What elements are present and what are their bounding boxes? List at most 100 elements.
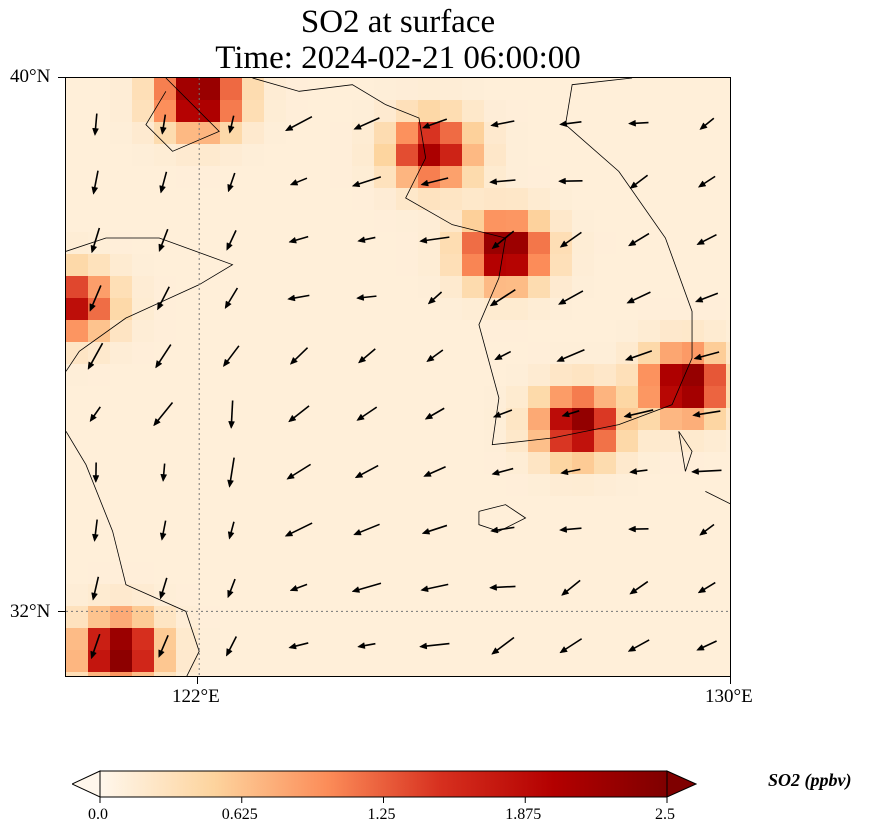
so2-cell [638,210,661,233]
so2-cell [110,100,133,123]
so2-cell [198,518,221,541]
so2-cell [484,386,507,409]
so2-cell [396,496,419,519]
colorbar-label: SO2 (ppbv) [768,770,852,790]
so2-cell [572,144,595,167]
so2-cell [484,210,507,233]
so2-cell [352,276,375,299]
so2-cell [110,628,133,651]
so2-cell [704,474,727,497]
so2-cell [594,78,617,101]
so2-cell [550,474,573,497]
so2-cell [682,386,705,409]
so2-cell [286,144,309,167]
so2-cell [88,364,111,387]
so2-cell [528,232,551,255]
so2-cell [616,210,639,233]
so2-cell [528,166,551,189]
so2-cell [110,144,133,167]
so2-cell [286,540,309,563]
so2-cell [594,342,617,365]
so2-cell [682,210,705,233]
so2-cell [286,364,309,387]
so2-cell [638,232,661,255]
so2-cell [198,232,221,255]
so2-cell [440,276,463,299]
so2-cell [440,254,463,277]
so2-cell [682,606,705,629]
so2-cell [286,518,309,541]
so2-cell [242,386,265,409]
wind-arrow [696,640,717,651]
so2-cell [330,408,353,431]
so2-cell [330,628,353,651]
so2-cell [726,496,730,519]
wind-arrow [227,172,236,193]
so2-cell [440,650,463,673]
so2-cell [198,188,221,211]
so2-cell [66,188,89,211]
so2-cell [396,342,419,365]
so2-cell [308,342,331,365]
so2-cell [396,474,419,497]
so2-cell [330,122,353,145]
so2-cell [638,298,661,321]
so2-cell [176,540,199,563]
so2-cell [462,562,485,585]
so2-cell [66,276,89,299]
so2-cell [66,254,89,277]
wind-arrow [627,525,649,533]
so2-cell [572,606,595,629]
so2-cell [396,254,419,277]
so2-cell [726,298,730,321]
so2-cell [198,474,221,497]
so2-cell [594,606,617,629]
wind-arrow [559,231,582,248]
chart-title-line2: Time: 2024-02-21 06:00:00 [215,40,581,76]
so2-cell [286,210,309,233]
so2-cell [660,254,683,277]
so2-cell [242,650,265,673]
wind-arrow [357,348,376,364]
lon-tickmark [730,677,731,684]
so2-cell [176,342,199,365]
so2-cell [682,562,705,585]
so2-cell [286,100,309,123]
so2-cell [132,254,155,277]
so2-cell [528,496,551,519]
so2-cell [242,78,265,101]
so2-cell [308,320,331,343]
so2-cell [132,364,155,387]
so2-cell [418,606,441,629]
so2-cell [440,430,463,453]
wind-arrow [420,583,449,593]
so2-cell [88,562,111,585]
so2-cell [484,628,507,651]
so2-cell [308,188,331,211]
so2-cell [176,210,199,233]
so2-cell [572,430,595,453]
so2-cell [66,320,89,343]
so2-cell [418,78,441,101]
so2-cell [66,144,89,167]
so2-cell [572,320,595,343]
so2-cell [550,606,573,629]
so2-cell [726,474,730,497]
wind-arrow [289,177,308,186]
so2-cell [220,562,243,585]
so2-cell [330,540,353,563]
so2-cell [66,474,89,497]
so2-cell [440,188,463,211]
so2-cell [220,496,243,519]
so2-cell [154,78,177,101]
so2-cell [528,430,551,453]
so2-cell [550,386,573,409]
so2-cell [682,452,705,475]
so2-cell [220,144,243,167]
so2-cell [484,650,507,673]
so2-cell [616,408,639,431]
so2-cell [484,342,507,365]
wind-arrow [89,285,102,312]
wind-arrow [697,175,716,188]
so2-cell [330,276,353,299]
